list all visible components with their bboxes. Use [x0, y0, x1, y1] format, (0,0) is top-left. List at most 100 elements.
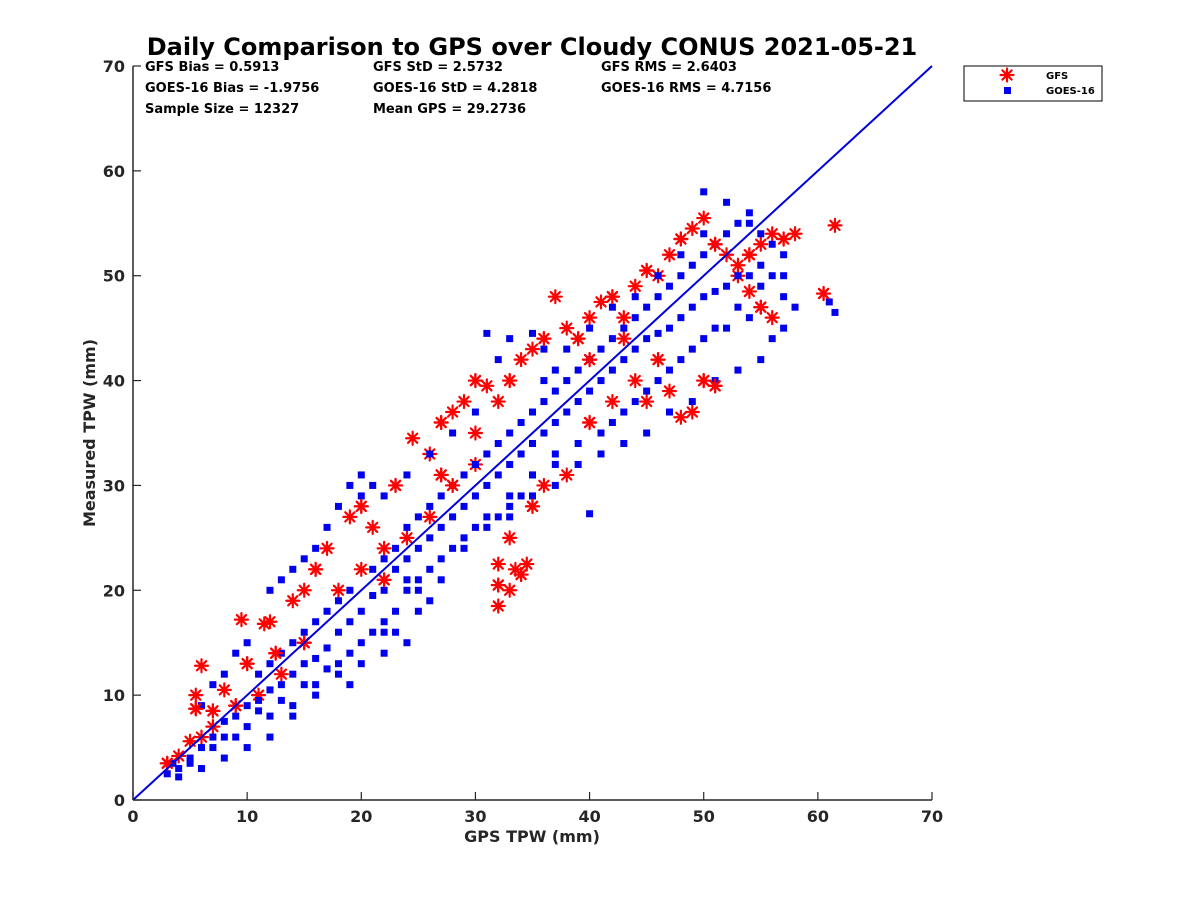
gfs-point	[707, 378, 723, 394]
goes-point	[346, 481, 354, 489]
goes-point	[734, 272, 742, 280]
goes-point	[677, 314, 685, 322]
goes-point	[334, 628, 342, 636]
goes-point	[665, 324, 673, 332]
goes-point	[471, 460, 479, 468]
y-tick-label: 10	[103, 686, 125, 705]
goes-point	[357, 660, 365, 668]
goes-point	[197, 702, 205, 710]
goes-point	[209, 733, 217, 741]
goes-point	[369, 481, 377, 489]
goes-point	[483, 523, 491, 531]
x-axis-label: GPS TPW (mm)	[464, 827, 600, 846]
gfs-point	[330, 582, 347, 598]
goes-point	[255, 670, 263, 678]
goes-point	[631, 398, 639, 406]
goes-point	[220, 733, 228, 741]
gfs-point	[399, 530, 415, 546]
gfs-point	[753, 236, 769, 252]
goes-point	[517, 450, 525, 458]
gfs-point	[273, 666, 289, 682]
gfs-point	[445, 404, 461, 420]
y-tick-label: 0	[114, 791, 125, 810]
goes-point	[723, 282, 731, 290]
gfs-point	[673, 409, 689, 425]
goes-point	[631, 345, 639, 353]
gfs-point	[513, 566, 529, 583]
goes-point	[380, 618, 388, 626]
goes-point	[437, 555, 445, 563]
gfs-point	[490, 598, 506, 614]
gfs-point	[188, 701, 204, 717]
goes-point	[289, 702, 297, 710]
goes-point	[734, 366, 742, 374]
legend-marker-goes	[1004, 87, 1011, 94]
goes-point	[163, 770, 171, 778]
goes-point	[551, 366, 559, 374]
goes-point	[437, 492, 445, 500]
goes-point	[380, 628, 388, 636]
goes-point	[494, 439, 502, 447]
goes-point	[483, 513, 491, 521]
goes-point	[723, 230, 731, 238]
goes-point	[449, 544, 457, 552]
gfs-point	[684, 220, 700, 237]
goes-point	[780, 293, 788, 301]
goes-point	[209, 681, 217, 689]
plot-marks	[132, 65, 933, 801]
goes-point	[392, 607, 400, 615]
goes-point	[266, 586, 274, 594]
gfs-point	[547, 289, 563, 305]
gfs-point	[815, 285, 832, 302]
gfs-point	[490, 393, 506, 410]
gfs-point	[524, 498, 541, 515]
gfs-point	[604, 393, 621, 410]
goes-point	[232, 733, 240, 741]
goes-point	[186, 759, 194, 767]
goes-point	[449, 429, 457, 437]
stat-mean-gps: Mean GPS = 29.2736	[373, 102, 526, 117]
gfs-point	[730, 257, 746, 273]
goes-point	[369, 592, 377, 600]
gfs-point	[433, 414, 449, 431]
goes-point	[757, 261, 765, 269]
goes-point	[780, 251, 788, 259]
chart-title: Daily Comparison to GPS over Cloudy CONU…	[147, 33, 918, 61]
goes-point	[757, 356, 765, 364]
gfs-point	[593, 294, 609, 310]
gfs-point	[308, 561, 324, 577]
goes-point	[460, 534, 468, 542]
goes-point	[563, 408, 571, 416]
goes-point	[255, 707, 263, 715]
legend-label-goes: GOES-16	[1046, 86, 1095, 97]
gfs-point	[502, 372, 518, 389]
goes-point	[414, 607, 422, 615]
goes-point	[380, 492, 388, 500]
goes-point	[289, 565, 297, 573]
y-tick-label: 70	[103, 57, 125, 76]
y-tick-label: 60	[103, 162, 125, 181]
goes-point	[677, 251, 685, 259]
goes-point	[357, 639, 365, 647]
goes-point	[403, 471, 411, 479]
goes-point	[700, 251, 708, 259]
goes-point	[529, 439, 536, 447]
gfs-point	[405, 430, 421, 446]
goes-point	[620, 356, 628, 364]
goes-point	[540, 345, 548, 353]
goes-point	[757, 230, 765, 238]
gfs-point	[490, 577, 506, 593]
x-tick-label: 30	[464, 807, 486, 826]
gfs-point	[616, 310, 632, 326]
goes-point	[414, 544, 422, 552]
y-tick-label: 50	[103, 267, 125, 286]
goes-point	[620, 324, 628, 332]
goes-point	[426, 502, 434, 510]
goes-point	[460, 471, 468, 479]
goes-point	[323, 607, 331, 615]
gfs-point	[581, 310, 598, 326]
goes-point	[357, 492, 365, 500]
gfs-point	[233, 612, 250, 628]
goes-point	[449, 513, 457, 521]
